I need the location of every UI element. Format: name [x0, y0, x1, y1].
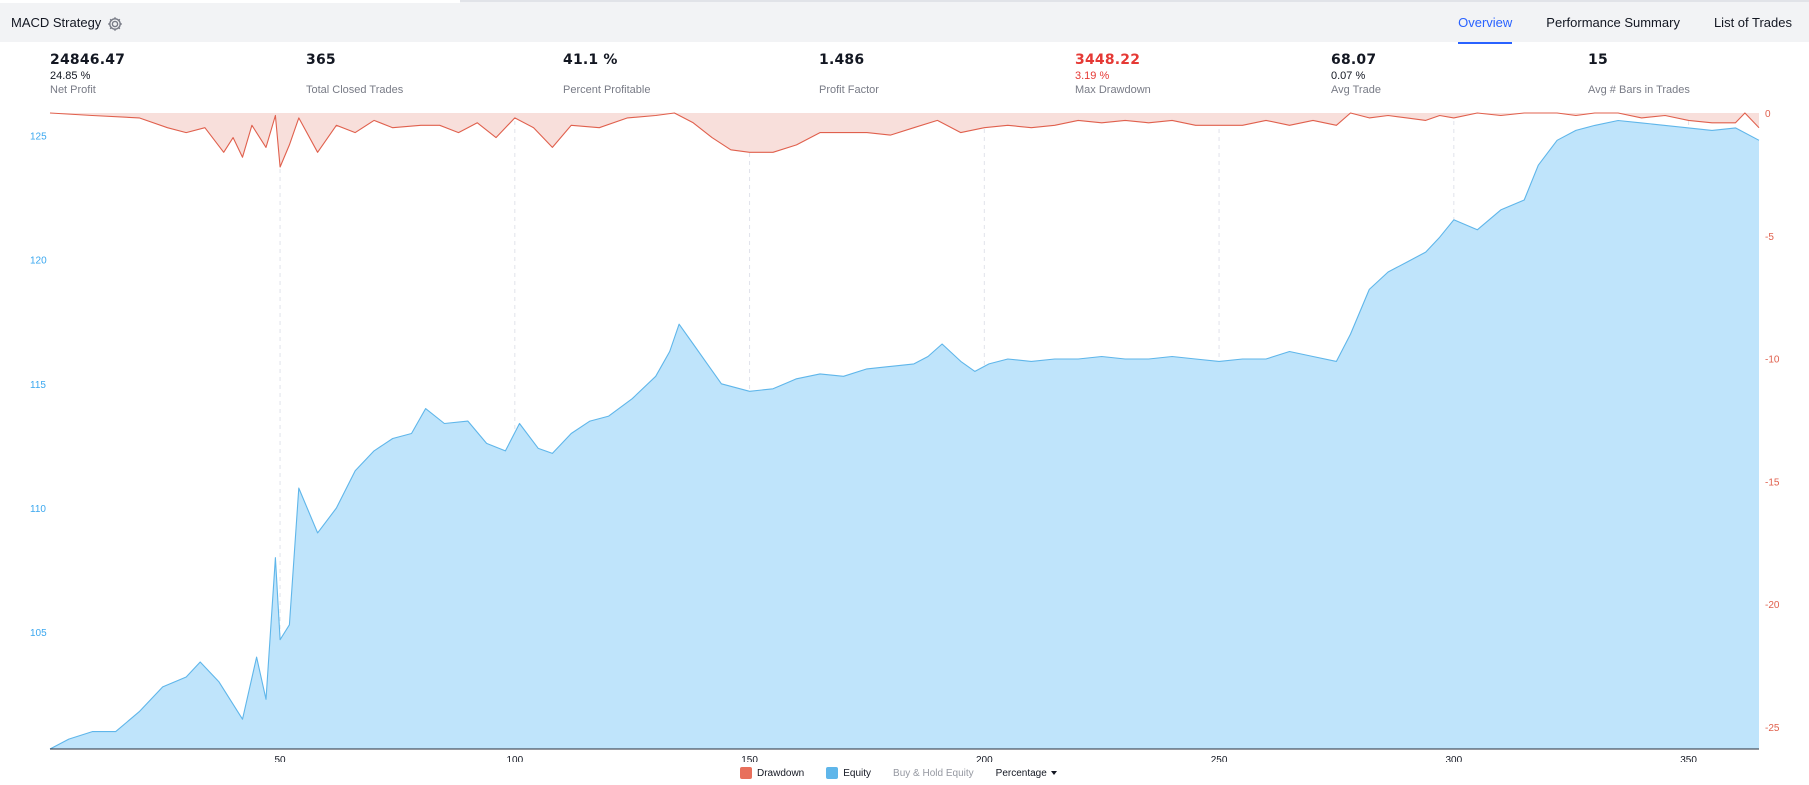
stat-percent	[1588, 70, 1690, 82]
right-tick-label: 0	[1765, 109, 1771, 120]
x-tick-label: 350	[1680, 755, 1697, 762]
stat-value: 24846.47	[50, 52, 126, 68]
stats-row: 24846.47 24.85 % Net Profit 365 Total Cl…	[0, 42, 1809, 112]
x-tick-label: 250	[1211, 755, 1228, 762]
percentage-dropdown-label: Percentage	[995, 767, 1047, 779]
gear-icon[interactable]	[106, 15, 124, 33]
stat-value: 41.1 %	[563, 52, 618, 68]
stat-profit-factor: 1.486 Profit Factor	[819, 52, 879, 96]
drawdown-area	[50, 113, 1759, 167]
equity-drawdown-chart[interactable]: 50 100 150 200 250 300 350 105 110 115 120 125 0 -5 -1…	[0, 100, 1809, 762]
x-tick-label: 300	[1445, 755, 1462, 762]
x-tick-label: 200	[976, 755, 993, 762]
right-tick-label: -10	[1765, 355, 1780, 366]
x-tick-label: 50	[274, 755, 286, 762]
stat-percent: 24.85 %	[50, 70, 91, 82]
stat-total-closed-trades: 365 Total Closed Trades	[306, 52, 403, 96]
stat-label: Profit Factor	[819, 84, 879, 96]
right-tick-label: -5	[1765, 232, 1774, 243]
stat-label: Net Profit	[50, 84, 96, 96]
stat-max-drawdown: 3448.22 3.19 % Max Drawdown	[1075, 52, 1151, 96]
legend-equity-label: Equity	[843, 767, 872, 779]
stat-label: Percent Profitable	[563, 84, 651, 96]
stat-net-profit: 24846.47 24.85 % Net Profit	[50, 52, 125, 96]
right-tick-label: -25	[1765, 723, 1780, 734]
percentage-dropdown[interactable]: Percentage	[996, 768, 1057, 779]
stat-value: 3448.22	[1075, 52, 1141, 68]
header-top-strip	[0, 0, 460, 3]
stat-percent: 3.19 %	[1075, 70, 1110, 82]
stat-label: Total Closed Trades	[306, 84, 404, 96]
stat-label: Avg Trade	[1331, 84, 1381, 96]
stat-value: 365	[306, 52, 336, 68]
equity-line	[49, 119, 1760, 750]
tab-overview[interactable]: Overview	[1458, 2, 1513, 44]
right-tick-label: -15	[1765, 477, 1780, 488]
x-tick-label: 100	[506, 755, 523, 762]
drawdown-swatch	[740, 767, 752, 779]
stat-avg-trade: 68.07 0.07 % Avg Trade	[1331, 52, 1381, 96]
stat-percent	[306, 70, 403, 82]
left-tick-label: 120	[30, 256, 47, 267]
stat-percent-profitable: 41.1 % Percent Profitable	[563, 52, 650, 96]
right-tick-label: -20	[1765, 600, 1780, 611]
drawdown-line	[49, 112, 1760, 168]
equity-swatch	[826, 767, 839, 779]
strategy-header: MACD Strategy Overview Performance Summa…	[0, 0, 1809, 44]
legend-drawdown[interactable]: Drawdown	[740, 767, 804, 779]
chevron-down-icon	[1050, 771, 1057, 775]
x-tick-label: 150	[741, 755, 758, 762]
left-tick-label: 125	[30, 131, 47, 142]
tab-performance-summary[interactable]: Performance Summary	[1546, 15, 1680, 30]
chart-series	[49, 112, 1760, 750]
report-tabs: Overview Performance Summary List of Tra…	[1424, 2, 1792, 44]
strategy-title: MACD Strategy	[11, 15, 102, 30]
chart-legend: Drawdown Equity Buy & Hold Equity Percen…	[740, 767, 1057, 779]
stat-label: Avg # Bars in Trades	[1588, 84, 1690, 96]
legend-buy-hold-label: Buy & Hold Equity	[893, 767, 974, 779]
left-tick-label: 115	[30, 380, 46, 391]
stat-percent	[563, 70, 650, 82]
tab-list-of-trades[interactable]: List of Trades	[1713, 15, 1792, 30]
stat-value: 1.486	[819, 52, 865, 68]
chart-axes: 50 100 150 200 250 300 350 105 110 115 120 125 0 -5 -1…	[30, 109, 1780, 762]
left-tick-label: 105	[30, 628, 47, 639]
legend-buy-hold-equity[interactable]: Buy & Hold Equity	[893, 768, 974, 779]
stat-percent: 0.07 %	[1331, 70, 1366, 82]
legend-equity[interactable]: Equity	[826, 767, 871, 779]
stat-label: Max Drawdown	[1075, 84, 1151, 96]
stat-percent	[819, 70, 879, 82]
equity-area	[50, 120, 1759, 749]
stat-avg-bars-in-trades: 15 Avg # Bars in Trades	[1588, 52, 1690, 96]
stat-value: 68.07	[1331, 52, 1377, 68]
left-tick-label: 110	[30, 504, 46, 515]
stat-value: 15	[1588, 52, 1608, 68]
legend-drawdown-label: Drawdown	[757, 767, 805, 779]
